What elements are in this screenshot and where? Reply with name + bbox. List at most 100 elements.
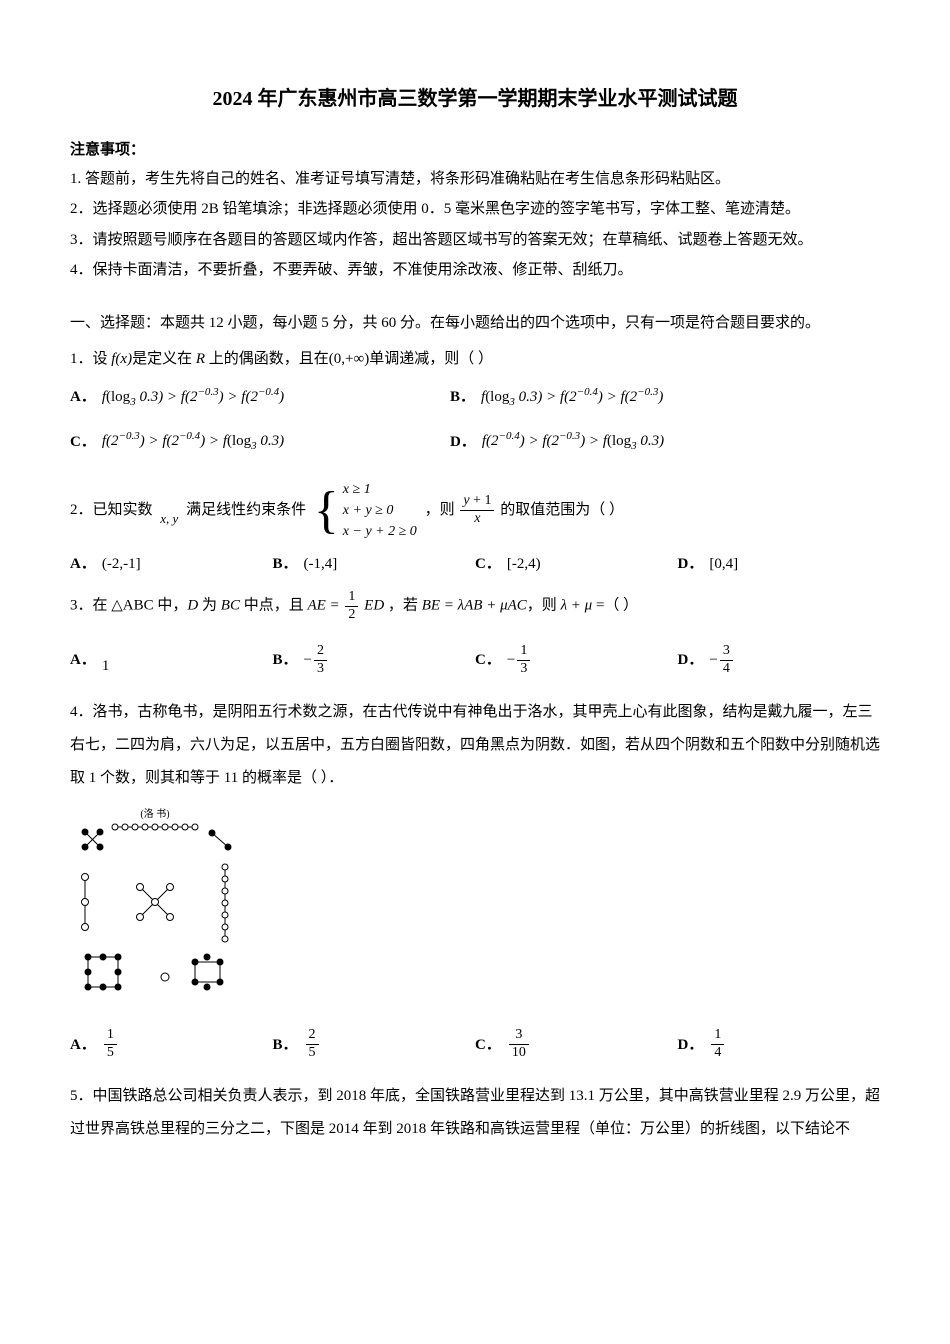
q1-optD-label: D．	[450, 428, 476, 457]
q3-BE-eq: BE = λAB + μAC	[422, 598, 527, 614]
q2-vars: x, y	[160, 507, 178, 532]
luoshu-seven	[222, 864, 228, 942]
q4-option-b: B． 25	[273, 1027, 456, 1062]
q2-c2: x + y ≥ 0	[343, 500, 417, 521]
q3-optD-den: 4	[720, 661, 733, 678]
q3-optD-sign: −	[709, 646, 717, 675]
q2-c3: x − y + 2 ≥ 0	[343, 521, 417, 542]
q2-optA-label: A．	[70, 550, 96, 579]
q1-option-c: C． f(2−0.3) > f(2−0.4) > f(log3 0.3)	[70, 426, 430, 457]
q3-option-b: B． − 23	[273, 643, 456, 678]
q3-triangle: △ABC	[111, 598, 153, 614]
q4-optD-num: 1	[711, 1027, 724, 1045]
q2-optA: (-2,-1]	[102, 550, 141, 579]
q2-mid2: ，则	[425, 502, 455, 518]
q3-frac1-num: 1	[345, 589, 358, 607]
luoshu-four	[82, 828, 104, 850]
luoshu-six	[192, 953, 224, 990]
notice-header: 注意事项：	[70, 136, 880, 165]
q3-optC-label: C．	[475, 646, 501, 675]
q1-optB-math: f(log3 0.3) > f(2−0.4) > f(2−0.3)	[481, 382, 663, 413]
brace-icon: {	[314, 490, 339, 532]
luoshu-svg-icon: (洛 书)	[70, 807, 240, 997]
q3-options: A． 1 B． − 23 C． − 13 D． − 34	[70, 643, 880, 678]
q1-optC-label: C．	[70, 428, 96, 457]
q4-optD-label: D．	[678, 1031, 704, 1060]
q3-optB-label: B．	[273, 646, 298, 675]
q3-optA-label: A．	[70, 646, 96, 675]
q1-options-row-2: C． f(2−0.3) > f(2−0.4) > f(log3 0.3) D． …	[70, 426, 880, 457]
q3-lambda-mu: λ + μ	[561, 598, 593, 614]
luoshu-diagram: (洛 书)	[70, 807, 880, 1008]
q2-optB-label: B．	[273, 550, 298, 579]
notice-item-1: 1. 答题前，考生先将自己的姓名、准考证号填写清楚，将条形码准确粘贴在考生信息条…	[70, 165, 880, 194]
q1-R: R	[196, 351, 205, 367]
q4-option-d: D． 14	[678, 1027, 861, 1062]
q3-optC-frac: 13	[517, 643, 530, 678]
q3-option-c: C． − 13	[475, 643, 658, 678]
q2-optC-label: C．	[475, 550, 501, 579]
q3-optC-den: 3	[517, 661, 530, 678]
q4-optB-label: B．	[273, 1031, 298, 1060]
q1-mid1: 是定义在	[132, 351, 196, 367]
question-1: 1．设 f(x)是定义在 R 上的偶函数，且在(0,+∞)单调递减，则（ ）	[70, 345, 880, 374]
q1-optA-math: f(log3 0.3) > f(2−0.3) > f(2−0.4)	[102, 382, 284, 413]
q4-options: A． 15 B． 25 C． 310 D． 14	[70, 1027, 880, 1062]
q3-mid1: 中，	[154, 598, 188, 614]
q4-optB-num: 2	[306, 1027, 319, 1045]
q4-optD-frac: 14	[711, 1027, 724, 1062]
q3-frac1: 12	[345, 589, 358, 624]
q3-optB-den: 3	[314, 661, 327, 678]
q3-suffix: =（ ）	[592, 598, 638, 614]
q2-option-a: A． (-2,-1]	[70, 550, 253, 579]
q4-option-c: C． 310	[475, 1027, 658, 1062]
q3-mid3: ，若	[388, 598, 422, 614]
luoshu-two	[209, 829, 232, 850]
q2-vars-block: x, y	[160, 490, 178, 531]
q1-option-d: D． f(2−0.4) > f(2−0.3) > f(log3 0.3)	[450, 426, 810, 457]
q4-optA-num: 1	[104, 1027, 117, 1045]
q1-prefix: 1．设	[70, 351, 111, 367]
q2-mid1: 满足线性约束条件	[186, 502, 306, 518]
notice-block: 注意事项： 1. 答题前，考生先将自己的姓名、准考证号填写清楚，将条形码准确粘贴…	[70, 136, 880, 285]
q1-fx: f(x)	[111, 351, 132, 367]
luoshu-five	[137, 883, 174, 920]
luoshu-label: (洛 书)	[140, 807, 169, 820]
q3-BC: BC	[221, 598, 240, 614]
q3-optC-num: 1	[517, 643, 530, 661]
q3-AE-eq: AE =	[307, 598, 343, 614]
luoshu-eight	[85, 953, 122, 990]
question-3: 3．在 △ABC 中，D 为 BC 中点，且 AE = 12 ED ，若 BE …	[70, 589, 880, 624]
q4-optC-den: 10	[509, 1045, 529, 1062]
q3-mid1b: 为	[198, 598, 221, 614]
q1-optB-label: B．	[450, 383, 475, 412]
q1-optC-math: f(2−0.3) > f(2−0.4) > f(log3 0.3)	[102, 426, 284, 457]
q3-optD-frac: 34	[720, 643, 733, 678]
q2-frac-num: y + 1	[460, 493, 494, 511]
q1-option-b: B． f(log3 0.3) > f(2−0.4) > f(2−0.3)	[450, 382, 810, 413]
q1-interval: (0,+∞)	[329, 351, 369, 367]
q3-optB-sign: −	[304, 646, 312, 675]
notice-item-4: 4．保持卡面清洁，不要折叠，不要弄破、弄皱，不准使用涂改液、修正带、刮纸刀。	[70, 256, 880, 285]
q4-option-a: A． 15	[70, 1027, 253, 1062]
exam-title: 2024 年广东惠州市高三数学第一学期期末学业水平测试试题	[70, 80, 880, 118]
q2-options: A． (-2,-1] B． (-1,4] C． [-2,4) D． [0,4]	[70, 550, 880, 579]
q4-optA-label: A．	[70, 1031, 96, 1060]
q3-mid2: 中点，且	[240, 598, 304, 614]
luoshu-one	[161, 973, 169, 981]
q4-optD-den: 4	[711, 1045, 724, 1062]
q3-optB-num: 2	[314, 643, 327, 661]
q1-optA-label: A．	[70, 383, 96, 412]
q3-optB-frac: 23	[314, 643, 327, 678]
q4-optA-den: 5	[104, 1045, 117, 1062]
q4-optA-frac: 15	[104, 1027, 117, 1062]
q2-optC: [-2,4)	[507, 550, 541, 579]
q3-prefix: 3．在	[70, 598, 111, 614]
q2-optD-label: D．	[678, 550, 704, 579]
q3-option-a: A． 1	[70, 643, 253, 678]
q2-optD: [0,4]	[709, 550, 738, 579]
q3-optD-num: 3	[720, 643, 733, 661]
q2-option-c: C． [-2,4)	[475, 550, 658, 579]
q1-options-row-1: A． f(log3 0.3) > f(2−0.3) > f(2−0.4) B． …	[70, 382, 880, 413]
q3-optA: 1	[102, 652, 110, 681]
